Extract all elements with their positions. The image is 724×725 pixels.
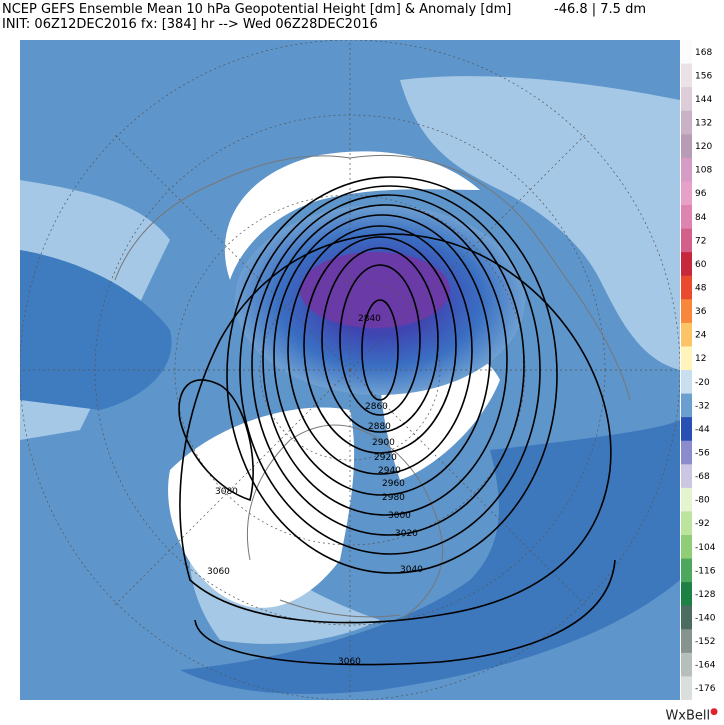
colorbar-swatch bbox=[681, 40, 692, 65]
colorbar-label: -164 bbox=[695, 661, 716, 671]
contour-label: 2880 bbox=[368, 422, 391, 432]
geopotential-height-contours bbox=[178, 176, 616, 666]
colorbar-swatch bbox=[681, 275, 692, 300]
colorbar-label: 24 bbox=[695, 331, 707, 341]
longitude-lines bbox=[20, 40, 680, 700]
contour-label: 3080 bbox=[215, 487, 238, 497]
colorbar-label: -176 bbox=[695, 684, 716, 694]
map-init-info: INIT: 06Z12DEC2016 fx: [384] hr --> Wed … bbox=[2, 17, 378, 32]
contour-label: 2920 bbox=[374, 453, 397, 463]
colorbar-label: -140 bbox=[695, 614, 716, 624]
contour-label: 2860 bbox=[365, 402, 388, 412]
contour-label: 3000 bbox=[388, 511, 411, 521]
map-title: NCEP GEFS Ensemble Mean 10 hPa Geopotent… bbox=[2, 2, 512, 17]
colorbar-label: -68 bbox=[695, 472, 710, 482]
colorbar-swatch bbox=[681, 322, 692, 347]
colorbar-swatch bbox=[681, 205, 692, 230]
contour-label: 3060 bbox=[338, 657, 361, 667]
colorbar-swatch bbox=[681, 87, 692, 112]
colorbar-swatch bbox=[681, 417, 692, 442]
colorbar-label: 144 bbox=[695, 95, 712, 105]
colorbar-swatch bbox=[681, 511, 692, 536]
colorbar-label: -128 bbox=[695, 590, 716, 600]
contour-labels: 2840 2860 2880 2900 2920 2940 2960 2980 … bbox=[207, 314, 423, 667]
colorbar-swatch bbox=[681, 134, 692, 159]
colorbar-label: -56 bbox=[695, 449, 710, 459]
colorbar-swatch bbox=[681, 440, 692, 465]
colorbar-label: -152 bbox=[695, 637, 715, 647]
anomaly-dark-band bbox=[180, 420, 680, 694]
colorbar-label: 120 bbox=[695, 142, 712, 152]
polar-stereographic-map: 2840 2860 2880 2900 2920 2940 2960 2980 … bbox=[20, 40, 680, 700]
anomaly-white-ring bbox=[224, 151, 480, 280]
anomaly-light-band bbox=[400, 76, 680, 370]
colorbar-swatch bbox=[681, 393, 692, 418]
colorbar-swatch bbox=[681, 157, 692, 182]
polar-vortex-core bbox=[300, 252, 450, 328]
contour-label: 2960 bbox=[382, 479, 405, 489]
colorbar-label: 48 bbox=[695, 284, 707, 294]
colorbar-label: 168 bbox=[695, 48, 712, 58]
colorbar-label: 96 bbox=[695, 189, 707, 199]
colorbar-label: 132 bbox=[695, 119, 712, 129]
colorbar-swatch bbox=[681, 299, 692, 324]
colorbar-label: -20 bbox=[695, 378, 710, 388]
colorbar-label: -80 bbox=[695, 496, 710, 506]
colorbar-label: 12 bbox=[695, 354, 706, 364]
colorbar-label: 108 bbox=[695, 166, 712, 176]
coastlines bbox=[114, 154, 631, 621]
colorbar-swatch bbox=[681, 582, 692, 607]
colorbar-label: -92 bbox=[695, 519, 710, 529]
colorbar-label: 84 bbox=[695, 213, 707, 223]
contour-label: 2900 bbox=[372, 438, 395, 448]
colorbar-label: -44 bbox=[695, 425, 710, 435]
colorbar-label: 36 bbox=[695, 307, 707, 317]
colorbar-swatch bbox=[681, 605, 692, 630]
colorbar-swatch bbox=[681, 370, 692, 395]
colorbar-swatch bbox=[681, 558, 692, 583]
colorbar-label: 72 bbox=[695, 236, 706, 246]
contour-label: 3060 bbox=[207, 567, 230, 577]
contour-label: 2940 bbox=[378, 466, 401, 476]
contour-label: 3020 bbox=[395, 529, 418, 539]
contour-label: 2980 bbox=[382, 493, 405, 503]
anomaly-range: -46.8 | 7.5 dm bbox=[554, 2, 647, 17]
colorbar-swatch bbox=[681, 110, 692, 135]
colorbar-swatch bbox=[681, 346, 692, 371]
colorbar-label: -116 bbox=[695, 566, 716, 576]
colorbar-label: -104 bbox=[695, 543, 716, 553]
colorbar-swatch bbox=[681, 181, 692, 206]
contour-label: 2840 bbox=[358, 314, 381, 324]
colorbar-swatch bbox=[681, 629, 692, 654]
anomaly-colorbar: 168 156 144 132 120 108 96 84 72 60 48 36 24 12 -20 -32… bbox=[681, 40, 716, 700]
colorbar-swatch bbox=[681, 535, 692, 560]
colorbar-swatch bbox=[681, 652, 692, 677]
colorbar-swatch bbox=[681, 487, 692, 512]
colorbar-swatch bbox=[681, 252, 692, 277]
wxbell-logo: WxBell● bbox=[665, 706, 718, 723]
colorbar-label: 60 bbox=[695, 260, 707, 270]
colorbar-swatch bbox=[681, 676, 692, 700]
colorbar-swatch bbox=[681, 464, 692, 489]
contour-label: 3040 bbox=[400, 565, 423, 575]
colorbar-label: 156 bbox=[695, 71, 712, 81]
colorbar-label: -32 bbox=[695, 401, 710, 411]
colorbar-swatch bbox=[681, 228, 692, 253]
colorbar-swatch bbox=[681, 63, 692, 88]
